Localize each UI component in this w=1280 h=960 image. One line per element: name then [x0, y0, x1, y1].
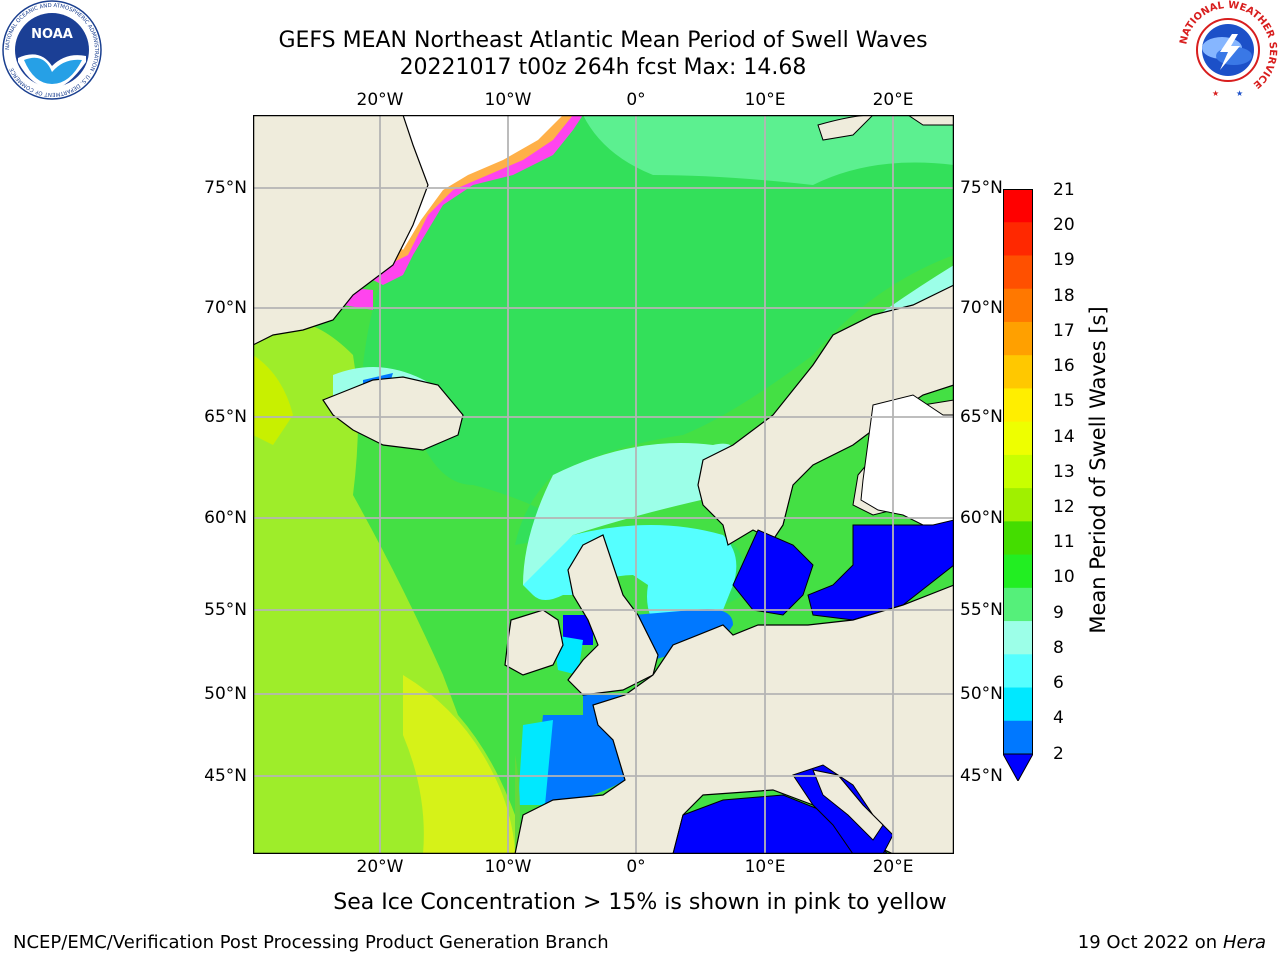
sea-ice-interior — [388, 115, 563, 250]
footer-date: 19 Oct 2022 on Hera — [1078, 932, 1266, 953]
colorbar-label: 6 — [1053, 673, 1064, 693]
swell-period-map — [253, 115, 954, 854]
colorbar-label: 19 — [1053, 250, 1075, 270]
noaa-wordmark: NOAA — [31, 27, 73, 42]
swell-band-10-11s — [515, 755, 520, 854]
colorbar-label: 14 — [1053, 427, 1075, 447]
chart-subtitle: 20221017 t00z 264h fcst Max: 14.68 — [399, 55, 807, 80]
footer-host: Hera — [1222, 932, 1266, 953]
swell-band-8-9s — [523, 443, 736, 585]
colorbar-segment — [1003, 587, 1033, 622]
colorbar-label: 11 — [1053, 532, 1075, 552]
colorbar-label: 17 — [1053, 321, 1075, 341]
lat-tick-left: 55°N — [204, 600, 247, 620]
colorbar-segment — [1003, 720, 1033, 755]
swell-band-4-6s — [518, 720, 553, 805]
colorbar-segment — [1003, 488, 1033, 522]
colorbar-label: 18 — [1053, 286, 1075, 306]
lat-tick-right: 50°N — [960, 684, 1003, 704]
lat-tick-right: 75°N — [960, 178, 1003, 198]
scandinavia-land — [697, 284, 954, 546]
greenland-land — [253, 115, 429, 346]
colorbar-segment — [1003, 388, 1033, 423]
colorbar-segment — [1003, 521, 1033, 556]
footer-date-text: 19 Oct 2022 on — [1077, 932, 1218, 953]
nws-logo: NATIONAL WEATHER SERVICE ★ ★ — [1178, 0, 1278, 99]
lat-tick-right: 60°N — [960, 508, 1003, 528]
svalbard-east-land — [907, 115, 954, 126]
colorbar-label: 8 — [1053, 638, 1064, 658]
lon-tick-top: 20°W — [356, 90, 404, 110]
noaa-logo: NATIONAL OCEANIC AND ATMOSPHERIC ADMINIS… — [2, 0, 102, 100]
irish-sea-low-period — [563, 615, 593, 645]
iceland-land — [322, 376, 464, 451]
colorbar — [1003, 189, 1033, 781]
lat-tick-right: 55°N — [960, 600, 1003, 620]
colorbar-label: 21 — [1053, 180, 1075, 200]
colorbar-label: 12 — [1053, 497, 1075, 517]
colorbar-frame — [1003, 189, 1033, 755]
lat-tick-left: 75°N — [204, 178, 247, 198]
lon-tick-bottom: 10°E — [744, 857, 786, 877]
lat-tick-right: 45°N — [960, 766, 1003, 786]
colorbar-segment — [1003, 454, 1033, 489]
map-frame — [253, 115, 954, 854]
swell-band-2-4s — [633, 609, 733, 660]
swell-band-6-8s — [523, 525, 737, 635]
svg-text:★: ★ — [1212, 89, 1219, 98]
lon-tick-bottom: 10°W — [484, 857, 532, 877]
lat-tick-left: 50°N — [204, 684, 247, 704]
colorbar-segment — [1003, 288, 1033, 323]
swell-band-13-14s — [403, 675, 515, 854]
colorbar-label: 13 — [1053, 462, 1075, 482]
colorbar-label: 16 — [1053, 356, 1075, 376]
colorbar-segment — [1003, 222, 1033, 256]
colorbar-segment — [1003, 554, 1033, 589]
colorbar-label: 4 — [1053, 708, 1064, 728]
colorbar-label: 10 — [1053, 567, 1075, 587]
lon-tick-bottom: 20°E — [872, 857, 914, 877]
colorbar-segment — [1003, 255, 1033, 290]
lon-tick-bottom: 0° — [626, 857, 646, 877]
lon-tick-bottom: 20°W — [356, 857, 404, 877]
lat-tick-left: 45°N — [204, 766, 247, 786]
colorbar-segment — [1003, 321, 1033, 356]
lon-tick-top: 10°W — [484, 90, 532, 110]
svg-text:★: ★ — [1236, 89, 1243, 98]
chart-title: GEFS MEAN Northeast Atlantic Mean Period… — [278, 28, 928, 53]
swell-band-9-10s — [363, 115, 954, 620]
kattegat-low-period — [732, 529, 814, 616]
swell-band-9-10s — [583, 115, 954, 185]
swell-band-12-13s — [253, 355, 293, 445]
colorbar-label: 20 — [1053, 215, 1075, 235]
colorbar-label: 15 — [1053, 391, 1075, 411]
colorbar-segment — [1003, 621, 1033, 655]
colorbar-extend-arrow — [1003, 753, 1033, 781]
lat-tick-right: 65°N — [960, 407, 1003, 427]
ireland-land — [504, 609, 564, 676]
lat-tick-left: 65°N — [204, 407, 247, 427]
colorbar-segment — [1003, 189, 1033, 223]
lat-tick-right: 70°N — [960, 298, 1003, 318]
lat-tick-left: 60°N — [204, 508, 247, 528]
lon-tick-top: 0° — [626, 90, 646, 110]
colorbar-segment — [1003, 421, 1033, 456]
lon-tick-top: 10°E — [744, 90, 786, 110]
footer-credit: NCEP/EMC/Verification Post Processing Pr… — [13, 932, 609, 953]
colorbar-title: Mean Period of Swell Waves [s] — [1086, 306, 1110, 634]
lon-tick-top: 20°E — [872, 90, 914, 110]
italy-land — [812, 769, 884, 841]
colorbar-segment — [1003, 687, 1033, 722]
colorbar-label: 9 — [1053, 603, 1064, 623]
bay-of-biscay-low-period — [533, 715, 625, 805]
colorbar-segment — [1003, 654, 1033, 689]
gulf-of-bothnia-ice — [860, 394, 954, 526]
sea-ice-note: Sea Ice Concentration > 15% is shown in … — [333, 890, 947, 915]
colorbar-segment — [1003, 355, 1033, 389]
colorbar-label: 2 — [1053, 744, 1064, 764]
lat-tick-left: 70°N — [204, 298, 247, 318]
